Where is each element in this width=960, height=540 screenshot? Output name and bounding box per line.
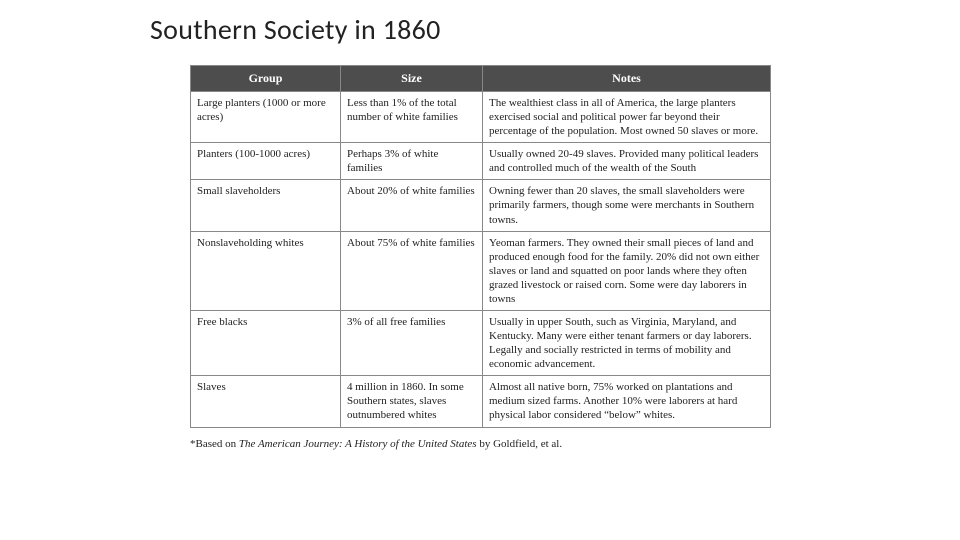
table-header: Group Size Notes <box>191 66 771 92</box>
col-header-group: Group <box>191 66 341 92</box>
society-table: Group Size Notes Large planters (1000 or… <box>190 65 771 428</box>
footnote-prefix: *Based on <box>190 438 239 450</box>
society-table-container: Group Size Notes Large planters (1000 or… <box>190 65 770 450</box>
cell-group: Large planters (1000 or more acres) <box>191 92 341 143</box>
cell-size: About 20% of white families <box>341 180 483 231</box>
cell-notes: Owning fewer than 20 slaves, the small s… <box>483 180 771 231</box>
cell-group: Planters (100-1000 acres) <box>191 143 341 180</box>
cell-size: 3% of all free families <box>341 311 483 376</box>
source-footnote: *Based on The American Journey: A Histor… <box>190 438 770 450</box>
table-row: Nonslaveholding whites About 75% of whit… <box>191 231 771 310</box>
cell-size: 4 million in 1860. In some Southern stat… <box>341 376 483 427</box>
cell-notes: Usually owned 20-49 slaves. Provided man… <box>483 143 771 180</box>
cell-notes: Almost all native born, 75% worked on pl… <box>483 376 771 427</box>
cell-group: Slaves <box>191 376 341 427</box>
slide: Southern Society in 1860 Group Size Note… <box>0 0 960 540</box>
footnote-suffix: by Goldfield, et al. <box>477 438 563 450</box>
table-row: Slaves 4 million in 1860. In some Southe… <box>191 376 771 427</box>
footnote-title: The American Journey: A History of the U… <box>239 438 477 450</box>
page-title: Southern Society in 1860 <box>0 12 960 47</box>
cell-notes: Yeoman farmers. They owned their small p… <box>483 231 771 310</box>
col-header-size: Size <box>341 66 483 92</box>
cell-group: Free blacks <box>191 311 341 376</box>
cell-notes: Usually in upper South, such as Virginia… <box>483 311 771 376</box>
cell-size: Less than 1% of the total number of whit… <box>341 92 483 143</box>
cell-size: Perhaps 3% of white families <box>341 143 483 180</box>
table-row: Small slaveholders About 20% of white fa… <box>191 180 771 231</box>
table-row: Free blacks 3% of all free families Usua… <box>191 311 771 376</box>
cell-notes: The wealthiest class in all of America, … <box>483 92 771 143</box>
col-header-notes: Notes <box>483 66 771 92</box>
cell-group: Nonslaveholding whites <box>191 231 341 310</box>
table-row: Planters (100-1000 acres) Perhaps 3% of … <box>191 143 771 180</box>
table-row: Large planters (1000 or more acres) Less… <box>191 92 771 143</box>
cell-size: About 75% of white families <box>341 231 483 310</box>
table-body: Large planters (1000 or more acres) Less… <box>191 92 771 428</box>
cell-group: Small slaveholders <box>191 180 341 231</box>
